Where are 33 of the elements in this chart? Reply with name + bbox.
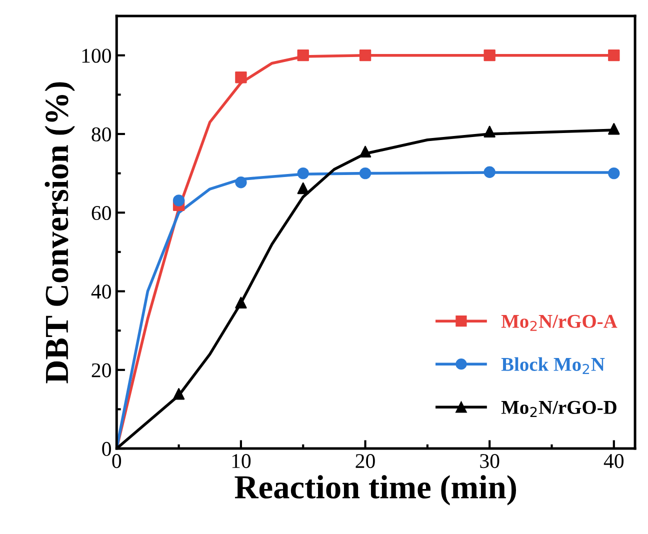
y-tick-label: 20 [92,363,111,378]
point [297,167,309,180]
point [608,49,620,62]
point [484,49,496,62]
point [484,166,496,178]
x-tick-label: 0 [112,454,122,468]
point [608,123,620,135]
point [359,167,372,180]
legend-label: Block Mo$_{2}$N [501,357,605,374]
point [359,146,372,158]
y-tick-label: 40 [91,284,111,299]
legend-label: Mo$_{2}$N/rGO-A [501,314,618,331]
y-tick-label: 60 [92,206,111,220]
y-tick-label: 80 [92,127,111,142]
point [172,388,185,400]
y-tick-label: 0 [102,442,111,456]
x-tick-label: 20 [356,454,375,468]
y-tick-label: 100 [82,48,111,63]
x-tick-label: 40 [604,454,624,468]
point [235,72,247,84]
point [297,182,309,194]
x-tick-label: 10 [232,454,251,468]
point [608,167,620,180]
legend-label: Mo$_{2}$N/rGO-D [501,400,616,417]
x-axis-title: Reaction time (min) [234,475,516,506]
point [359,49,372,62]
point [297,49,309,62]
point [235,176,247,188]
y-axis-title: DBT Conversion (%) [44,82,75,384]
x-tick-label: 30 [480,454,500,468]
point [235,296,247,309]
point [484,126,496,138]
point [172,194,185,206]
